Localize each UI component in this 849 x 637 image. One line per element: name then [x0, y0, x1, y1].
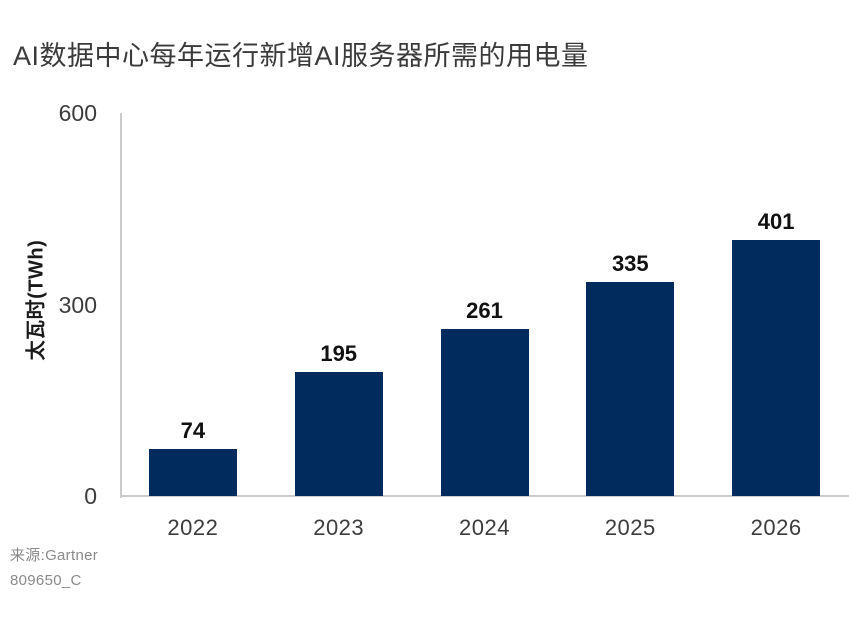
x-tick-label: 2025: [604, 515, 656, 540]
bar-2024: [440, 329, 529, 496]
chart-title: AI数据中心每年运行新增AI服务器所需的用电量: [13, 41, 589, 71]
y-axis-line: [120, 113, 122, 498]
bar-2023: [294, 371, 383, 496]
y-tick-label: 300: [58, 291, 97, 318]
x-tick-label: 2026: [750, 515, 802, 540]
bar-value-label: 74: [180, 417, 206, 443]
source-attribution: 来源:Gartner: [10, 547, 99, 564]
bar-2022: [148, 448, 237, 496]
bar-2025: [586, 282, 675, 496]
x-tick-label: 2024: [459, 515, 510, 540]
document-code: 809650_C: [10, 572, 82, 589]
bar-2026: [732, 240, 821, 496]
bar-value-label: 401: [757, 209, 795, 235]
x-tick-label: 2023: [313, 515, 365, 540]
y-tick-label: 0: [84, 483, 97, 509]
x-axis-line: [120, 495, 849, 497]
x-tick-label: 2022: [167, 515, 219, 540]
bar-value-label: 261: [466, 298, 503, 324]
bar-value-label: 335: [611, 251, 649, 277]
bar-value-label: 195: [320, 340, 358, 366]
y-tick-label: 600: [58, 100, 97, 126]
